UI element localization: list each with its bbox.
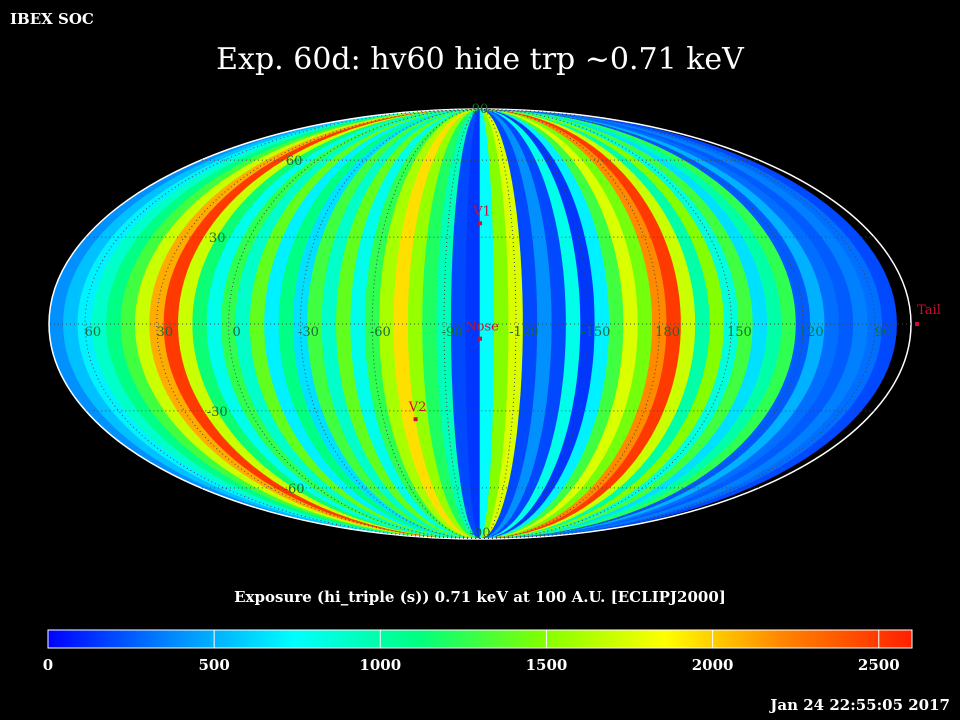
meridian-line: [479, 109, 876, 539]
marker-point: [478, 221, 482, 226]
chart-title: Exp. 60d: hv60 hide trp ~0.71 keV: [216, 42, 744, 77]
marker-point: [413, 417, 418, 422]
longitude-label: -90: [442, 325, 463, 340]
marker-label: V1: [472, 204, 491, 219]
latitude-label: 60: [286, 154, 303, 169]
marker-label: Tail: [917, 303, 941, 318]
meridian-line: [84, 109, 481, 539]
latitude-label: -60: [284, 482, 305, 497]
longitude-label: 150: [727, 325, 752, 340]
longitude-label: 90: [875, 325, 892, 340]
latitude-label: -90: [470, 526, 491, 541]
colorbar-tick-label: 2000: [692, 656, 734, 674]
marker-label: Nose: [465, 320, 499, 335]
marker-point: [478, 336, 482, 341]
graticule-labels: 60 30 0 -30 -60 -90 -120 -150 180 150 120 90 90 60 30 -…: [85, 102, 892, 541]
exposure-bands: [49, 109, 897, 539]
colorbar-gradient: [47, 629, 913, 649]
colorbar-title: Exposure (hi_triple (s)) 0.71 keV at 100…: [234, 588, 726, 606]
longitude-label: 0: [232, 325, 240, 340]
latitude-label: 30: [209, 231, 226, 246]
colorbar-tick-label: 500: [198, 656, 229, 674]
longitude-label: 30: [157, 325, 174, 340]
corner-label: IBEX SOC: [10, 10, 94, 28]
marker-label: V2: [408, 400, 427, 415]
longitude-label: 180: [655, 325, 680, 340]
longitude-label: -120: [509, 325, 538, 340]
longitude-label: 120: [799, 325, 824, 340]
longitude-label: -30: [298, 325, 319, 340]
colorbar-tick-label: 1500: [526, 656, 568, 674]
colorbar: 0 500 1000 1500 2000 2500: [43, 629, 913, 674]
meridian-line: [479, 109, 589, 539]
markers: Nose V1 V2 Tail: [408, 204, 941, 422]
meridian-line: [228, 109, 481, 539]
meridian-line: [479, 109, 804, 539]
graticule: [49, 109, 911, 539]
exposure-band: [479, 109, 897, 539]
longitude-label: 60: [85, 325, 102, 340]
colorbar-tick-label: 0: [43, 656, 53, 674]
meridian-line: [371, 109, 481, 539]
longitude-label: -60: [370, 325, 391, 340]
colorbar-tick-label: 1000: [359, 656, 401, 674]
latitude-label: -30: [207, 405, 228, 420]
colorbar-tick-label: 2500: [858, 656, 900, 674]
timestamp: Jan 24 22:55:05 2017: [770, 696, 950, 714]
latitude-label: 90: [472, 102, 489, 117]
longitude-label: -150: [581, 325, 610, 340]
marker-point: [915, 322, 919, 326]
